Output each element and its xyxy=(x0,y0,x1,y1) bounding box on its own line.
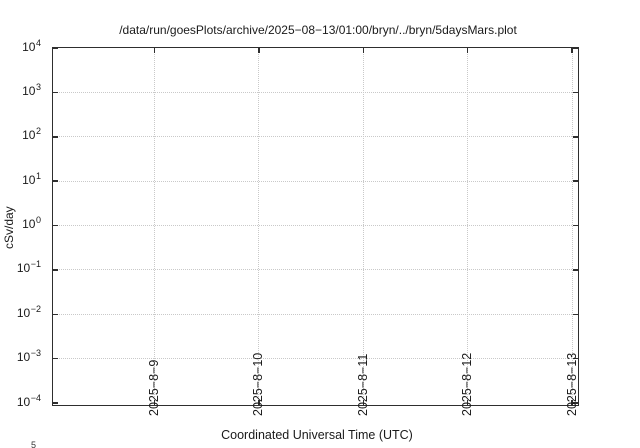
y-tick-exponent: 3 xyxy=(35,81,41,92)
x-tick-mark-bottom xyxy=(466,400,469,405)
y-tick-mark-right xyxy=(573,136,578,138)
y-tick-label: 10−2 xyxy=(0,303,41,320)
y-tick-mark-left xyxy=(53,136,58,138)
y-tick-base: 10 xyxy=(16,305,31,320)
x-gridline xyxy=(467,48,469,405)
y-tick-mark-right xyxy=(573,269,578,271)
plot-area xyxy=(52,47,579,406)
y-tick-mark-right xyxy=(573,313,578,315)
x-tick-mark-top xyxy=(362,48,365,53)
y-tick-base: 10 xyxy=(22,39,36,54)
y-tick-mark-left xyxy=(53,269,58,271)
y-tick-label: 102 xyxy=(0,126,41,143)
y-tick-exponent: 2 xyxy=(35,126,41,137)
y-tick-mark-left xyxy=(53,180,58,182)
y-gridline xyxy=(53,91,578,93)
y-tick-label: 10−4 xyxy=(0,392,41,409)
y-gridline xyxy=(53,136,578,138)
y-tick-mark-left xyxy=(53,224,58,227)
x-tick-label: 2025−8−11 xyxy=(355,353,370,416)
y-tick-mark-left xyxy=(53,357,58,360)
x-tick-mark-top xyxy=(466,48,469,53)
x-gridline xyxy=(362,48,364,405)
y-tick-mark-right xyxy=(573,357,578,360)
y-tick-base: 10 xyxy=(16,394,31,409)
x-tick-label: 2025−8−10 xyxy=(251,352,266,416)
y-gridline xyxy=(53,269,578,271)
y-tick-label: 101 xyxy=(0,170,41,187)
y-gridline xyxy=(53,225,578,226)
y-gridline xyxy=(53,180,578,182)
cropped-next-plot-label: 5 xyxy=(31,440,37,448)
x-tick-label: 2025−8−13 xyxy=(564,352,579,416)
y-tick-mark-right xyxy=(573,224,578,227)
y-tick-base: 10 xyxy=(16,350,31,365)
x-tick-mark-bottom xyxy=(153,400,156,405)
y-tick-mark-left xyxy=(53,402,58,404)
y-gridline xyxy=(53,313,578,315)
x-tick-mark-bottom xyxy=(258,400,260,405)
x-tick-label: 2025−8−12 xyxy=(460,352,475,416)
y-tick-base: 10 xyxy=(22,83,36,98)
y-tick-base: 10 xyxy=(16,261,31,276)
y-tick-base: 10 xyxy=(22,128,36,143)
y-tick-exponent: −1 xyxy=(30,259,41,270)
x-gridline xyxy=(154,48,155,405)
y-tick-exponent: −4 xyxy=(30,392,41,403)
y-tick-label: 100 xyxy=(0,215,41,231)
chart-title: /data/run/goesPlots/archive/2025−08−13/0… xyxy=(119,23,517,37)
y-tick-exponent: −2 xyxy=(30,303,41,314)
x-tick-label: 2025−8−9 xyxy=(147,359,161,416)
x-tick-mark-top xyxy=(153,48,156,53)
y-tick-label: 103 xyxy=(0,81,41,98)
y-tick-mark-right xyxy=(573,402,578,404)
y-tick-base: 10 xyxy=(22,217,36,231)
y-gridline xyxy=(53,358,578,360)
x-gridline xyxy=(258,48,260,405)
y-tick-label: 104 xyxy=(0,37,41,54)
y-tick-exponent: 1 xyxy=(35,170,41,181)
x-gridline xyxy=(571,48,573,405)
y-tick-mark-left xyxy=(53,313,58,315)
x-axis-label: Coordinated Universal Time (UTC) xyxy=(221,428,413,442)
y-tick-mark-left xyxy=(53,91,58,94)
y-tick-mark-right xyxy=(573,47,578,49)
x-tick-mark-bottom xyxy=(571,400,573,405)
y-tick-mark-right xyxy=(573,91,578,94)
x-tick-mark-bottom xyxy=(362,400,365,405)
y-tick-label: 10−3 xyxy=(0,348,41,365)
x-tick-mark-top xyxy=(258,48,260,53)
y-tick-exponent: 4 xyxy=(35,37,41,48)
y-tick-base: 10 xyxy=(22,172,36,187)
x-tick-mark-top xyxy=(571,48,573,53)
y-tick-exponent: 0 xyxy=(35,215,41,225)
y-tick-mark-right xyxy=(573,180,578,182)
y-tick-label: 10−1 xyxy=(0,259,41,276)
y-tick-mark-left xyxy=(53,47,58,49)
y-tick-exponent: −3 xyxy=(30,348,41,359)
